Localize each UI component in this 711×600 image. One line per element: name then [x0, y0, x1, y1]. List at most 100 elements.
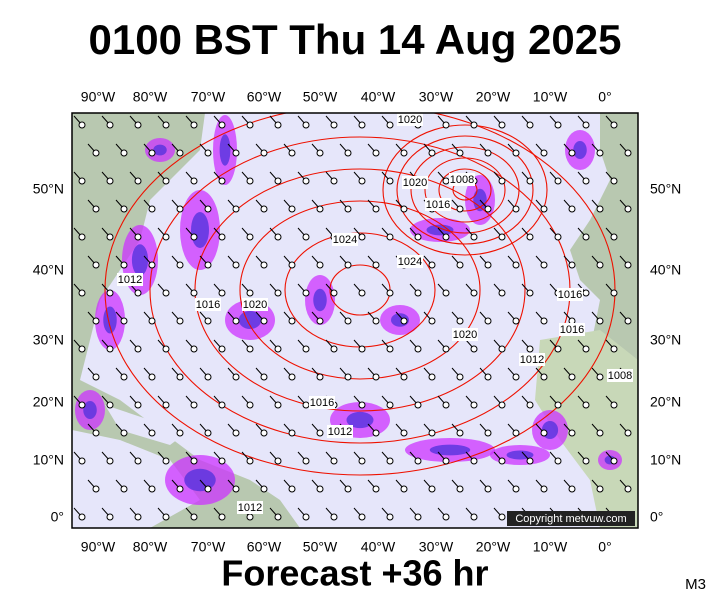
station [554, 121, 562, 129]
station [386, 289, 394, 297]
station [302, 289, 310, 297]
station [456, 373, 464, 381]
station [260, 373, 268, 381]
station [344, 261, 352, 269]
station [540, 485, 548, 493]
station [484, 485, 492, 493]
station [344, 373, 352, 381]
station [218, 121, 226, 129]
station [344, 205, 352, 213]
station [148, 485, 156, 493]
station [288, 373, 296, 381]
station [260, 485, 268, 493]
copyright: Copyright metvuw.com [515, 513, 626, 525]
station [526, 345, 534, 353]
station [274, 457, 282, 465]
station [162, 457, 170, 465]
station [288, 205, 296, 213]
station [610, 177, 618, 185]
station [92, 205, 100, 213]
station [204, 373, 212, 381]
isobar-label-bg [332, 233, 358, 246]
station [330, 513, 338, 521]
station [386, 457, 394, 465]
station [204, 149, 212, 157]
station [512, 261, 520, 269]
station [120, 429, 128, 437]
longitude-label: 80°W [133, 89, 168, 105]
latitude-label: 0° [650, 509, 663, 525]
isobar-label-bg [559, 323, 585, 336]
longitude-label: 30°W [419, 89, 454, 105]
station [274, 513, 282, 521]
station [582, 289, 590, 297]
station [554, 457, 562, 465]
station [330, 345, 338, 353]
station [414, 289, 422, 297]
station [456, 317, 464, 325]
station [526, 233, 534, 241]
station [316, 429, 324, 437]
subtitle: Forecast +36 hr [221, 553, 488, 594]
station [176, 373, 184, 381]
station [246, 121, 254, 129]
longitude-label: 70°W [191, 89, 226, 105]
precip-core [573, 141, 587, 159]
longitude-label: 10°W [533, 539, 568, 555]
isobar [382, 124, 548, 256]
station [414, 401, 422, 409]
longitude-label: 90°W [81, 539, 116, 555]
station [372, 149, 380, 157]
station [120, 317, 128, 325]
station [134, 177, 142, 185]
station [414, 457, 422, 465]
precip-core [313, 288, 327, 312]
precip-core [131, 244, 149, 276]
station [372, 205, 380, 213]
station [274, 345, 282, 353]
station [512, 317, 520, 325]
station [470, 345, 478, 353]
station [302, 177, 310, 185]
station [204, 261, 212, 269]
isobar-label-bg [117, 273, 143, 286]
station [400, 373, 408, 381]
station [106, 401, 114, 409]
station [372, 485, 380, 493]
station [78, 457, 86, 465]
station [456, 205, 464, 213]
station [190, 177, 198, 185]
station [428, 149, 436, 157]
station [190, 345, 198, 353]
station [484, 373, 492, 381]
isobar-label-bg [309, 396, 335, 409]
station [358, 513, 366, 521]
station [232, 485, 240, 493]
station [120, 373, 128, 381]
station [260, 317, 268, 325]
title: 0100 BST Thu 14 Aug 2025 [89, 16, 622, 63]
station [596, 261, 604, 269]
isobar-label: 1016 [310, 397, 334, 409]
station [106, 233, 114, 241]
station [274, 233, 282, 241]
latitude-label: 50°N [33, 181, 64, 197]
station [582, 233, 590, 241]
station [148, 149, 156, 157]
station [428, 261, 436, 269]
latitude-label: 0° [51, 509, 64, 525]
latitude-label: 50°N [650, 181, 681, 197]
station [190, 457, 198, 465]
station [610, 401, 618, 409]
latitude-label: 10°N [650, 452, 681, 468]
station [92, 485, 100, 493]
isobar-label: 1020 [453, 329, 477, 341]
station [428, 485, 436, 493]
station [568, 485, 576, 493]
station [190, 121, 198, 129]
station [456, 149, 464, 157]
station [526, 401, 534, 409]
station [92, 261, 100, 269]
isobar-label: 1016 [560, 324, 584, 336]
station [526, 121, 534, 129]
